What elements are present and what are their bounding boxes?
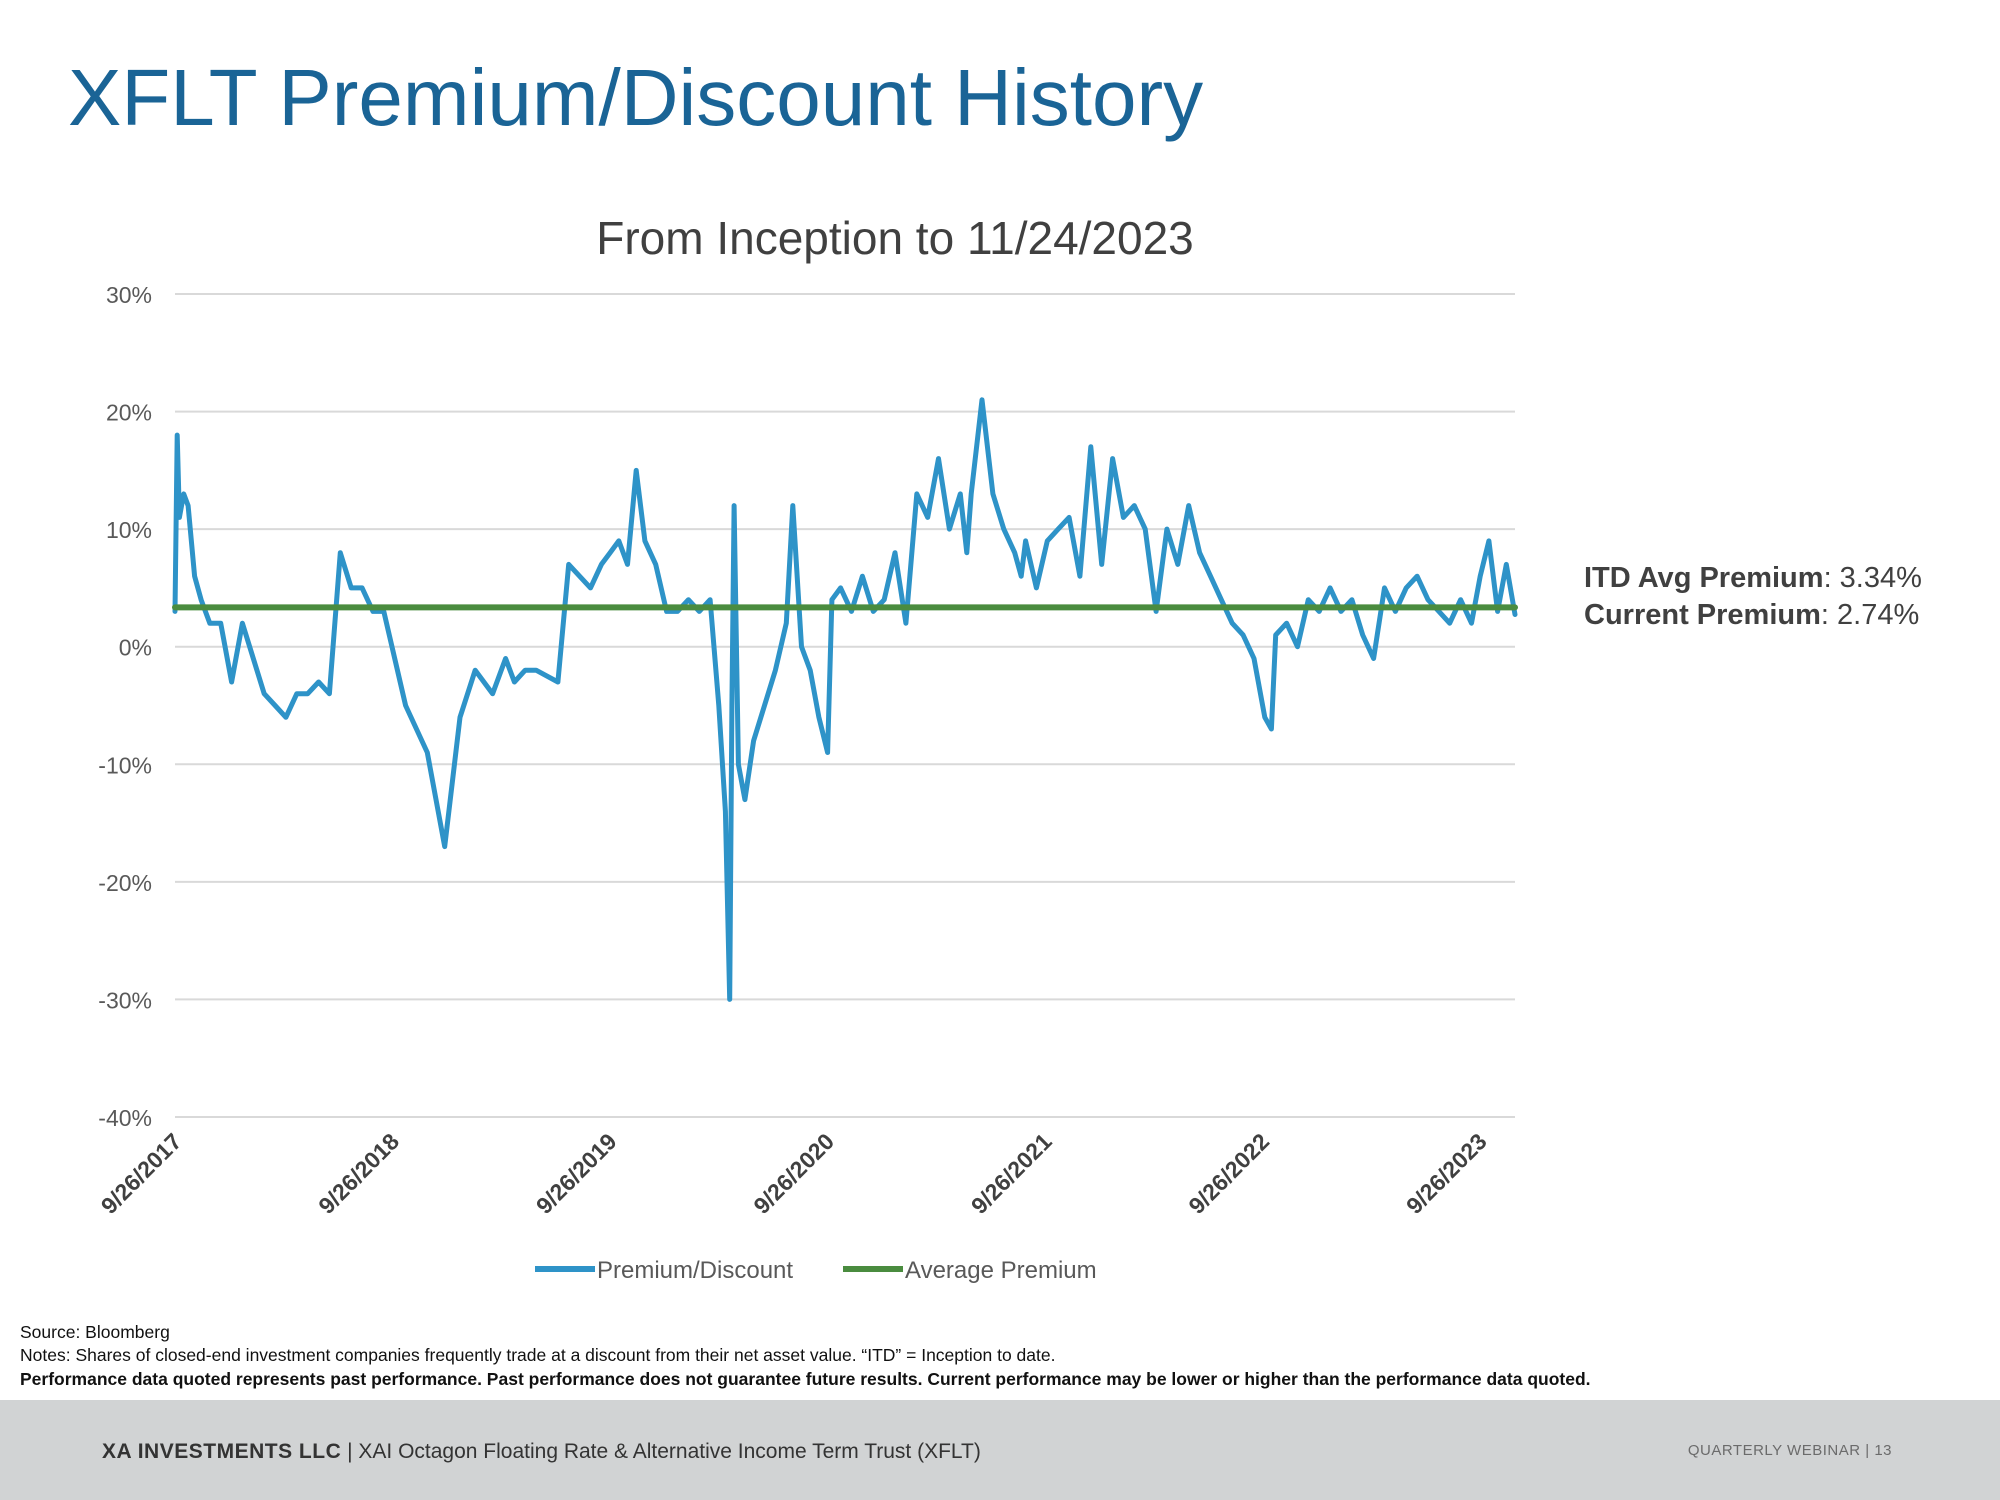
y-tick-label: 30% — [106, 282, 152, 308]
current-premium-value: : 2.74% — [1820, 599, 1920, 631]
y-tick-label: 20% — [106, 400, 152, 426]
current-premium: Current Premium: 2.74% — [1584, 599, 1919, 632]
x-tick-label: 9/26/2023 — [1401, 1128, 1492, 1219]
source-note: Source: Bloomberg — [20, 1322, 170, 1342]
legend-label-premium-discount: Premium/Discount — [597, 1257, 793, 1284]
chart-gridlines — [175, 293, 1515, 1118]
legend-label-average-premium: Average Premium — [905, 1257, 1097, 1284]
y-tick-label: 0% — [119, 635, 152, 661]
x-tick-label: 9/26/2021 — [966, 1128, 1057, 1219]
footer-page-number: 13 — [1874, 1442, 1892, 1459]
chart: From Inception to 11/24/2023 30% 20% 10% 0%… — [96, 212, 1518, 1284]
footer-separator: | — [347, 1440, 353, 1463]
x-tick-label: 9/26/2019 — [531, 1128, 622, 1219]
notes-text: Notes: Shares of closed-end investment c… — [20, 1345, 1056, 1365]
x-tick-label: 9/26/2017 — [96, 1128, 187, 1219]
y-axis-tick-labels: 30% 20% 10% 0% -10% -20% -30% -40% — [98, 282, 152, 1131]
footer-right: QUARTERLY WEBINAR | 13 — [1688, 1442, 1892, 1459]
footer-page-separator: | — [1865, 1442, 1870, 1459]
footer-fund-name: XAI Octagon Floating Rate & Alternative … — [358, 1440, 981, 1463]
y-tick-label: -10% — [98, 752, 152, 778]
chart-legend: Premium/Discount Average Premium — [535, 1257, 1097, 1284]
itd-avg-premium-label: ITD Avg Premium — [1584, 562, 1824, 594]
series-line-premium-discount — [172, 397, 1518, 1002]
footer-bar: XA INVESTMENTS LLC | XAI Octagon Floatin… — [0, 1400, 2000, 1500]
chart-title: From Inception to 11/24/2023 — [596, 212, 1194, 264]
itd-avg-premium-value: : 3.34% — [1823, 562, 1922, 594]
footer-left: XA INVESTMENTS LLC | XAI Octagon Floatin… — [102, 1440, 981, 1464]
x-tick-label: 9/26/2022 — [1183, 1128, 1274, 1219]
x-axis-tick-labels: 9/26/2017 9/26/2018 9/26/2019 9/26/2020 9/26… — [96, 1128, 1492, 1219]
x-tick-label: 9/26/2020 — [748, 1128, 839, 1219]
current-premium-label: Current Premium — [1584, 599, 1821, 631]
slide-title: XFLT Premium/Discount History — [68, 53, 1204, 142]
itd-avg-premium: ITD Avg Premium: 3.34% — [1584, 562, 1922, 595]
performance-disclaimer: Performance data quoted represents past … — [20, 1369, 1591, 1389]
chart-plot-area — [172, 397, 1518, 1002]
x-tick-label: 9/26/2018 — [313, 1128, 404, 1219]
y-tick-label: -40% — [98, 1105, 152, 1131]
y-tick-label: -30% — [98, 987, 152, 1013]
y-tick-label: -20% — [98, 870, 152, 896]
footer-webinar-label: QUARTERLY WEBINAR — [1687, 1442, 1861, 1459]
y-tick-label: 10% — [106, 517, 152, 543]
footer-company: XA INVESTMENTS LLC — [102, 1440, 342, 1463]
